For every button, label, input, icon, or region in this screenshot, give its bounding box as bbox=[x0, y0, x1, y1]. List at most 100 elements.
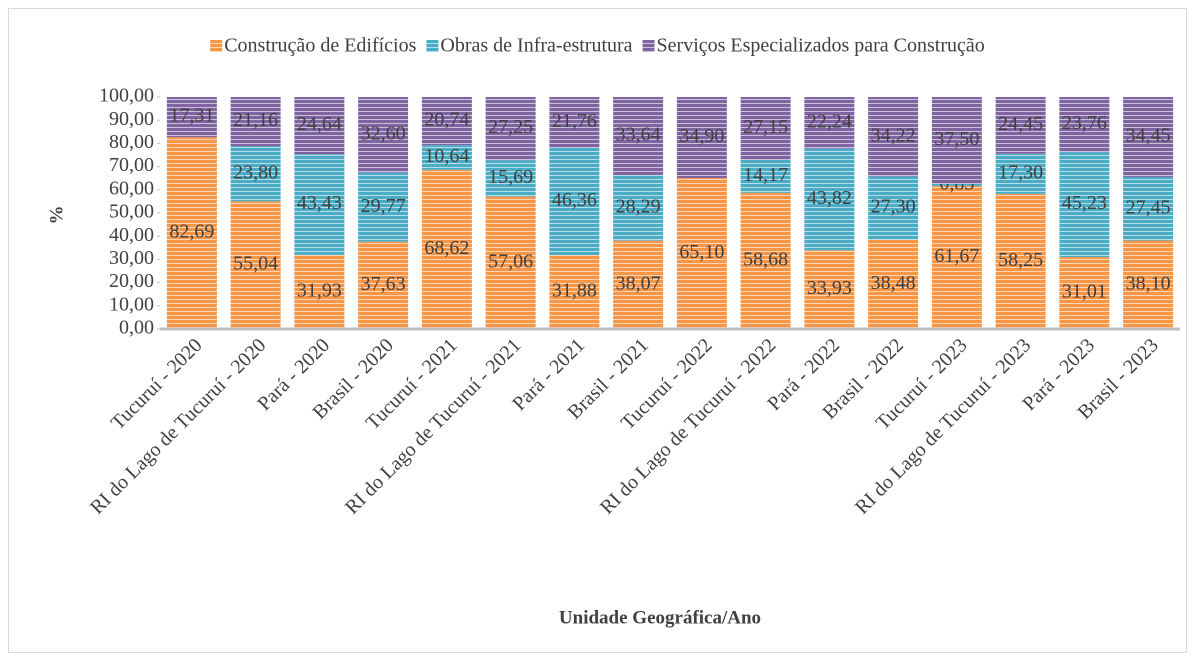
bar-segment bbox=[294, 97, 345, 155]
data-label: 34,45 bbox=[1126, 125, 1171, 147]
data-label: 33,64 bbox=[616, 124, 661, 146]
y-tick-label: 20,00 bbox=[109, 270, 154, 292]
bar-segment bbox=[421, 169, 472, 329]
bar-segment bbox=[1059, 257, 1110, 329]
bar-segment bbox=[485, 97, 536, 161]
y-tick-label: 100,00 bbox=[99, 85, 154, 107]
data-label: 34,22 bbox=[871, 124, 916, 146]
data-label: 29,77 bbox=[361, 195, 406, 217]
data-label: 24,45 bbox=[998, 113, 1043, 135]
data-label: 20,74 bbox=[424, 109, 469, 131]
legend-label: Construção de Edifícios bbox=[224, 35, 416, 57]
data-label: 15,69 bbox=[488, 166, 533, 188]
bar-segment bbox=[995, 153, 1046, 194]
legend-swatch bbox=[426, 40, 439, 52]
data-label: 58,68 bbox=[743, 249, 788, 271]
data-label: 34,90 bbox=[679, 125, 724, 147]
data-label: 37,63 bbox=[361, 273, 406, 295]
data-label: 10,64 bbox=[424, 145, 469, 167]
bar-segment bbox=[868, 239, 919, 329]
bar-segment bbox=[230, 201, 281, 329]
bar-segment bbox=[931, 184, 982, 186]
y-tick-label: 30,00 bbox=[109, 247, 154, 269]
bar-segment bbox=[421, 145, 472, 170]
bar-segment bbox=[166, 97, 217, 138]
data-label: 68,62 bbox=[424, 237, 469, 259]
y-tick-label: 0,00 bbox=[119, 317, 154, 339]
data-label: 32,60 bbox=[361, 122, 406, 144]
data-label: 82,69 bbox=[169, 221, 214, 243]
bar-segment bbox=[740, 159, 791, 193]
data-label: 31,01 bbox=[1062, 281, 1107, 303]
x-axis-title: Unidade Geográfica/Ano bbox=[559, 607, 761, 628]
bar-segment bbox=[1123, 97, 1174, 177]
data-label: 14,17 bbox=[743, 164, 788, 186]
bar-segment bbox=[676, 97, 727, 178]
data-label: 38,10 bbox=[1126, 272, 1171, 294]
legend-swatch bbox=[642, 40, 655, 52]
y-tick-label: 40,00 bbox=[109, 224, 154, 246]
bar-segment bbox=[421, 97, 472, 146]
data-label: 38,07 bbox=[616, 272, 661, 294]
data-label: 38,48 bbox=[871, 272, 916, 294]
bar-segment bbox=[613, 97, 664, 176]
data-label: 61,67 bbox=[934, 245, 979, 267]
data-label: 27,25 bbox=[488, 116, 533, 138]
bar-segment bbox=[613, 175, 664, 241]
legend: Construção de Edifícios Obras de Infra-es… bbox=[210, 35, 985, 57]
data-label: 27,45 bbox=[1126, 196, 1171, 218]
data-label: 23,76 bbox=[1062, 112, 1107, 134]
data-label: 17,30 bbox=[998, 161, 1043, 183]
y-tick-label: 60,00 bbox=[109, 177, 154, 199]
data-label: 22,24 bbox=[807, 110, 852, 132]
bar-segment bbox=[931, 185, 982, 329]
bar-segment bbox=[549, 97, 600, 148]
bar-segment bbox=[868, 97, 919, 177]
bar-segment bbox=[294, 254, 345, 329]
bar-segment bbox=[358, 97, 409, 173]
bar-segment bbox=[868, 176, 919, 240]
legend-label: Obras de Infra-estrutura bbox=[440, 35, 632, 57]
data-label: 17,31 bbox=[169, 105, 214, 127]
bar-segment bbox=[485, 196, 536, 329]
y-tick-label: 90,00 bbox=[109, 108, 154, 130]
bar-segment bbox=[804, 148, 855, 251]
data-label: 37,50 bbox=[934, 128, 979, 150]
y-tick-label: 70,00 bbox=[109, 154, 154, 176]
bar-segment bbox=[230, 97, 281, 147]
bar-segment bbox=[804, 250, 855, 329]
data-label: 46,36 bbox=[552, 189, 597, 211]
legend-swatch bbox=[210, 40, 223, 52]
bar-segment bbox=[485, 160, 536, 197]
data-label: 55,04 bbox=[233, 253, 278, 275]
bar-segment bbox=[358, 241, 409, 329]
data-label: 23,80 bbox=[233, 161, 278, 183]
bar-segment bbox=[1059, 97, 1110, 153]
y-tick-label: 10,00 bbox=[109, 293, 154, 315]
bar-segment bbox=[676, 177, 727, 329]
data-label: 43,43 bbox=[297, 192, 342, 214]
data-label: 43,82 bbox=[807, 187, 852, 209]
bar-segment bbox=[613, 240, 664, 329]
bar-segment bbox=[931, 97, 982, 184]
bar-segment bbox=[230, 146, 281, 202]
data-label: 21,76 bbox=[552, 110, 597, 132]
data-label: 24,64 bbox=[297, 113, 342, 135]
data-label: 21,16 bbox=[233, 109, 278, 131]
data-label: 33,93 bbox=[807, 277, 852, 299]
legend-label: Serviços Especializados para Construção bbox=[657, 35, 985, 57]
data-label: 27,30 bbox=[871, 196, 916, 218]
data-label: 45,23 bbox=[1062, 192, 1107, 214]
bar-segment bbox=[995, 97, 1046, 154]
data-label: 31,88 bbox=[552, 280, 597, 302]
data-label: 28,29 bbox=[616, 195, 661, 217]
bar-segment bbox=[549, 147, 600, 256]
bar-segment bbox=[804, 97, 855, 149]
bar-segment bbox=[358, 172, 409, 242]
y-axis-title: % bbox=[46, 206, 67, 225]
bar-segment bbox=[294, 154, 345, 255]
bar-segment bbox=[549, 255, 600, 329]
bar-segment bbox=[1059, 152, 1110, 258]
data-label: 57,06 bbox=[488, 250, 533, 272]
